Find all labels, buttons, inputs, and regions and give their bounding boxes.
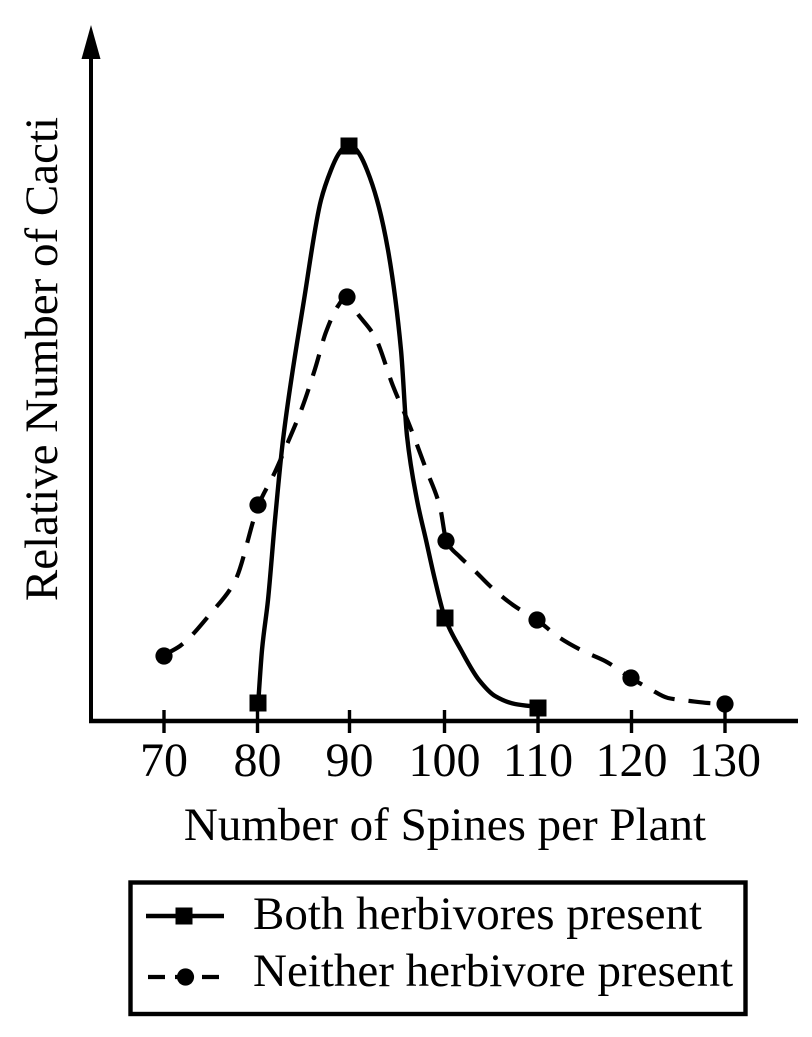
svg-text:110: 110 [503,734,573,787]
svg-text:90: 90 [326,734,374,787]
svg-text:130: 130 [689,734,761,787]
svg-text:70: 70 [140,734,188,787]
svg-text:120: 120 [596,734,668,787]
svg-text:Relative Number of Cacti: Relative Number of Cacti [16,117,68,601]
svg-text:Number of Spines per Plant: Number of Spines per Plant [184,799,706,851]
svg-text:Both herbivores present: Both herbivores present [253,888,702,940]
svg-text:100: 100 [409,734,481,787]
svg-text:Neither herbivore present: Neither herbivore present [253,945,733,997]
svg-text:80: 80 [234,734,282,787]
